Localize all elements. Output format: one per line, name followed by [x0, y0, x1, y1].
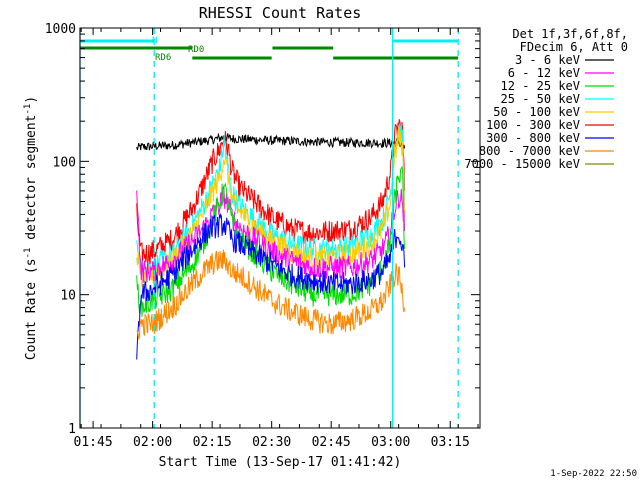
legend: Det 1f,3f,6f,8f, FDecim 6, Att 0 3 - 6 k… [464, 27, 628, 171]
chart-title: RHESSI Count Rates [199, 4, 362, 22]
legend-label-1: 6 - 12 keV [508, 66, 580, 80]
y-tick-label-1: 10 [60, 289, 76, 304]
x-tick-label-2: 02:15 [193, 435, 232, 450]
y-tick-label-2: 100 [53, 155, 76, 170]
series-line-1 [136, 119, 406, 265]
attenuator-bars: NRD0RD6 [80, 36, 459, 63]
legend-label-7: 800 - 7000 keV [479, 144, 580, 158]
series-line-3 [136, 127, 406, 289]
series-line-0 [136, 132, 406, 151]
x-tick-label-4: 02:45 [312, 435, 351, 450]
bar-label-rd0: RD0 [188, 45, 204, 55]
series-layer [136, 119, 406, 360]
legend-label-5: 100 - 300 keV [486, 118, 580, 132]
x-axis-label: Start Time (13-Sep-17 01:41:42) [159, 455, 402, 470]
y-axis-label: Count Rate (s-1 detector segment-1) [23, 96, 39, 360]
legend-label-3: 25 - 50 keV [501, 92, 580, 106]
series-line-7 [136, 249, 406, 340]
y-axis: 1 10 100 1000 [45, 22, 480, 437]
legend-label-2: 12 - 25 keV [501, 79, 580, 93]
y-tick-label-3: 1000 [45, 22, 76, 37]
series-line-6 [136, 212, 406, 360]
x-tick-label-6: 03:15 [431, 435, 470, 450]
x-tick-label-3: 02:30 [252, 435, 291, 450]
legend-label-0: 3 - 6 keV [515, 53, 580, 67]
footer-timestamp: 1-Sep-2022 22:50 [550, 469, 637, 479]
legend-header-1: Det 1f,3f,6f,8f, [512, 27, 628, 41]
legend-label-8: 7000 - 15000 keV [464, 157, 580, 171]
series-line-4 [136, 185, 406, 283]
bar-label-rd6: RD6 [155, 53, 171, 63]
x-axis: 01:45 02:00 02:15 02:30 02:45 03:00 03:15 [74, 28, 479, 450]
legend-label-4: 50 - 100 keV [493, 105, 580, 119]
x-tick-label-5: 03:00 [371, 435, 410, 450]
x-tick-label-1: 02:00 [133, 435, 172, 450]
y-tick-label-0: 1 [68, 422, 76, 437]
legend-label-6: 300 - 800 keV [486, 131, 580, 145]
legend-header-2: FDecim 6, Att 0 [520, 40, 628, 54]
plot-frame [79, 27, 481, 429]
x-tick-label-0: 01:45 [74, 435, 113, 450]
